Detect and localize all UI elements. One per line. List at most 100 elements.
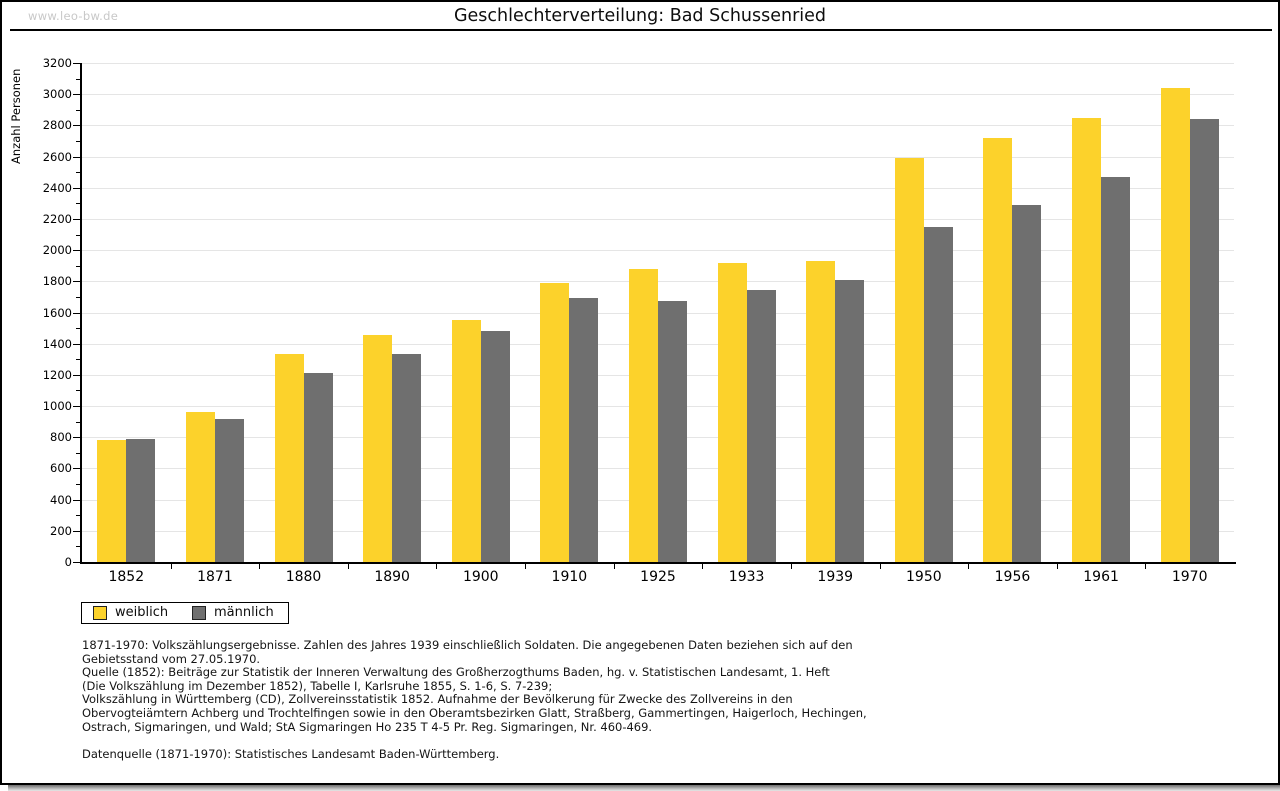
bar-maennlich-1961 bbox=[1101, 176, 1131, 562]
legend-swatch-maennlich bbox=[192, 606, 206, 620]
bar-maennlich-1956 bbox=[1012, 204, 1042, 562]
y-axis-tick-label: 1800 bbox=[42, 274, 72, 289]
x-axis-tick bbox=[1145, 564, 1147, 569]
y-axis-tick-label: 2000 bbox=[42, 243, 72, 258]
footnote-line: Gebietsstand vom 27.05.1970. bbox=[82, 651, 261, 666]
x-axis-tick bbox=[525, 564, 527, 569]
y-axis-tick-label: 1000 bbox=[42, 399, 72, 414]
y-axis-tick-major bbox=[73, 281, 80, 283]
frame-shadow bbox=[8, 785, 1280, 791]
y-gridline bbox=[82, 94, 1234, 96]
y-axis-tick-label: 1600 bbox=[42, 305, 72, 320]
footnote-line: (Die Volkszählung im Dezember 1852), Tab… bbox=[82, 678, 553, 693]
x-axis-label: 1970 bbox=[1171, 569, 1208, 585]
bar-weiblich-1970 bbox=[1160, 87, 1190, 562]
x-axis-tick bbox=[170, 564, 172, 569]
legend-label-weiblich: weiblich bbox=[115, 605, 169, 620]
bar-weiblich-1939 bbox=[806, 261, 836, 562]
y-gridline bbox=[82, 218, 1234, 220]
y-gridline bbox=[82, 125, 1234, 127]
y-axis-tick-major bbox=[73, 63, 80, 64]
y-axis-line bbox=[80, 63, 82, 564]
x-axis-tick bbox=[613, 564, 615, 569]
bar-maennlich-1900 bbox=[480, 331, 510, 562]
y-axis-tick-label: 3000 bbox=[42, 87, 72, 102]
y-axis-tick-major bbox=[73, 312, 80, 314]
y-gridline bbox=[82, 250, 1234, 252]
y-gridline bbox=[82, 281, 1234, 283]
legend-label-maennlich: männlich bbox=[214, 605, 274, 620]
x-axis-label: 1956 bbox=[994, 569, 1031, 585]
footnote-line: Ostrach, Sigmaringen, und Wald; StA Sigm… bbox=[82, 719, 653, 734]
x-axis-tick bbox=[436, 564, 438, 569]
y-axis-tick-major bbox=[73, 343, 80, 345]
footnote-line: Volkszählung in Württemberg (CD), Zollve… bbox=[82, 692, 793, 707]
y-axis-tick-major bbox=[73, 250, 80, 252]
bar-weiblich-1925 bbox=[629, 268, 658, 562]
header-divider bbox=[10, 29, 1272, 31]
footnote-line: Quelle (1852): Beiträge zur Statistik de… bbox=[82, 665, 830, 680]
legend: weiblich männlich bbox=[81, 602, 289, 624]
x-axis-label: 1910 bbox=[551, 569, 588, 585]
y-axis-tick-label: 2200 bbox=[42, 211, 72, 226]
footnotes: 1871-1970: Volkszählungsergebnisse. Zahl… bbox=[82, 638, 867, 761]
bar-weiblich-1871 bbox=[185, 412, 215, 562]
y-axis-tick-major bbox=[73, 125, 80, 127]
y-axis-tick-major bbox=[73, 94, 80, 96]
y-axis-tick-minor bbox=[76, 296, 80, 298]
y-axis-tick-label: 200 bbox=[50, 523, 72, 538]
watermark: www.leo-bw.de bbox=[28, 9, 119, 23]
y-axis-tick-major bbox=[73, 218, 80, 220]
y-axis-tick-minor bbox=[76, 452, 80, 454]
x-axis-label: 1900 bbox=[462, 569, 499, 585]
y-axis-tick-minor bbox=[76, 484, 80, 486]
y-gridline bbox=[82, 156, 1234, 158]
bar-weiblich-1933 bbox=[717, 262, 747, 562]
y-axis-tick-label: 0 bbox=[64, 555, 72, 569]
y-axis-tick-minor bbox=[76, 328, 80, 330]
bar-maennlich-1925 bbox=[658, 300, 687, 562]
x-axis-label: 1852 bbox=[108, 569, 145, 585]
y-axis-tick-minor bbox=[76, 140, 80, 142]
y-gridline bbox=[82, 63, 1234, 64]
bar-weiblich-1956 bbox=[983, 137, 1013, 562]
bar-maennlich-1939 bbox=[835, 279, 865, 562]
y-axis-tick-minor bbox=[76, 234, 80, 236]
y-gridline bbox=[82, 187, 1234, 189]
y-axis-tick-minor bbox=[76, 359, 80, 361]
bar-maennlich-1871 bbox=[214, 419, 244, 562]
y-axis-tick-minor bbox=[76, 515, 80, 517]
bar-weiblich-1961 bbox=[1072, 118, 1102, 562]
y-axis-tick-minor bbox=[76, 78, 80, 80]
y-axis-tick-minor bbox=[76, 421, 80, 423]
y-axis-tick-label: 2800 bbox=[42, 118, 72, 133]
footnote-line bbox=[82, 734, 867, 748]
x-axis-label: 1871 bbox=[197, 569, 233, 585]
footnote-line: Datenquelle (1871-1970): Statistisches L… bbox=[82, 746, 500, 761]
y-axis-tick-minor bbox=[76, 546, 80, 548]
x-axis-line bbox=[80, 562, 1236, 564]
x-axis-label: 1925 bbox=[640, 569, 676, 585]
x-axis-tick bbox=[968, 564, 970, 569]
y-axis-tick-minor bbox=[76, 172, 80, 174]
bar-weiblich-1950 bbox=[894, 158, 924, 562]
y-axis-tick-minor bbox=[76, 390, 80, 392]
footnote-line: 1871-1970: Volkszählungsergebnisse. Zahl… bbox=[82, 638, 853, 652]
y-axis-tick-major bbox=[73, 562, 80, 563]
bar-maennlich-1890 bbox=[392, 353, 422, 562]
x-axis-tick bbox=[347, 564, 349, 569]
y-axis-tick-label: 800 bbox=[50, 430, 72, 445]
bar-maennlich-1852 bbox=[126, 438, 156, 562]
y-axis-tick-label: 2400 bbox=[42, 180, 72, 195]
y-axis-tick-label: 600 bbox=[50, 461, 72, 476]
bar-maennlich-1950 bbox=[923, 226, 953, 562]
y-axis-tick-minor bbox=[76, 203, 80, 205]
y-axis-tick-minor bbox=[76, 109, 80, 111]
y-axis-tick-major bbox=[73, 187, 80, 189]
plot-area: 0 200 400 600 800 1000 1200 1400 1600 1800 2000 220… bbox=[43, 56, 1236, 585]
y-axis-tick-major bbox=[73, 156, 80, 158]
x-axis-tick bbox=[879, 564, 881, 569]
x-axis-label: 1890 bbox=[374, 569, 410, 585]
y-axis-tick-major bbox=[73, 468, 80, 470]
